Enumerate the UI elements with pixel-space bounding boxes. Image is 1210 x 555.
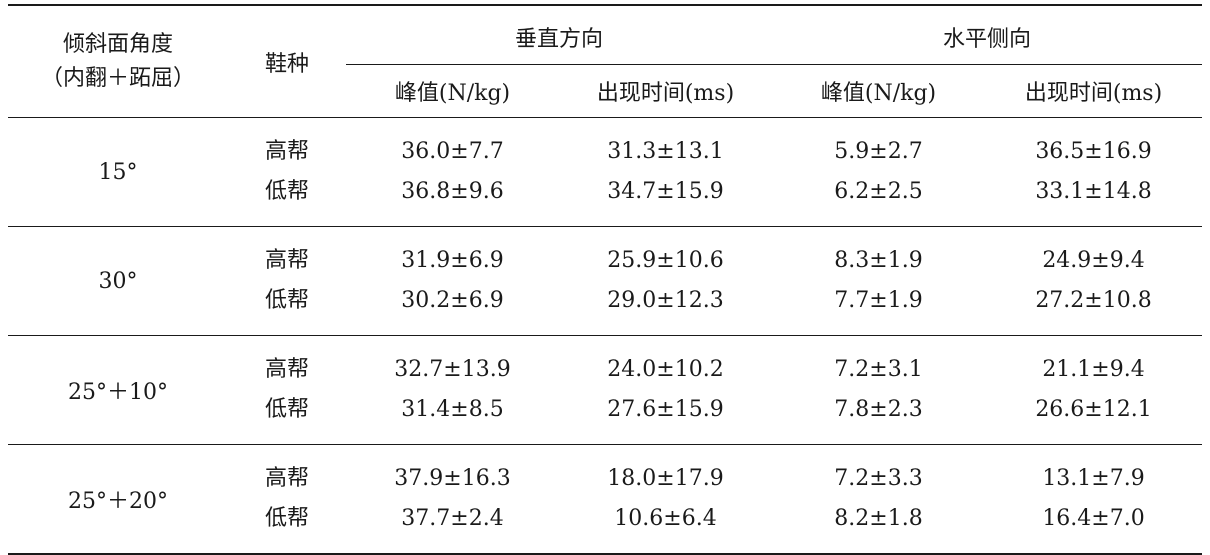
vertical-peak-cell: 37.9±16.3 37.7±2.4 (346, 445, 559, 555)
shoe-low: 低帮 (264, 397, 309, 422)
horizontal-peak-cell: 8.3±1.9 7.7±1.9 (772, 227, 985, 336)
angle-cell: 15° (98, 159, 138, 185)
value-low: 27.6±15.9 (607, 397, 724, 422)
header-angle-line1: 倾斜面角度 (62, 31, 173, 57)
angle-cell: 25°＋20° (68, 489, 168, 514)
vertical-time-cell: 18.0±17.9 10.6±6.4 (559, 445, 772, 555)
value-low: 6.2±2.5 (834, 179, 923, 204)
value-high: 8.3±1.9 (834, 248, 923, 273)
angle-cell: 30° (98, 268, 138, 294)
value-high: 21.1±9.4 (1042, 357, 1145, 382)
value-low: 29.0±12.3 (607, 288, 724, 313)
table-row: 25°＋20° 高帮 低帮 37.9±16.3 37.7±2.4 18.0±17… (8, 444, 1203, 555)
header-vertical-peak: 峰值(N/kg) (346, 64, 559, 118)
shoe-cell: 高帮 低帮 (228, 445, 346, 555)
value-high: 31.3±13.1 (607, 139, 724, 164)
vertical-peak-cell: 32.7±13.9 31.4±8.5 (346, 336, 559, 445)
value-low: 34.7±15.9 (607, 179, 724, 204)
value-low: 33.1±14.8 (1035, 179, 1152, 204)
vertical-time-cell: 24.0±10.2 27.6±15.9 (559, 336, 772, 445)
value-high: 13.1±7.9 (1042, 466, 1145, 491)
header-row-sub: 峰值(N/kg) 出现时间(ms) 峰值(N/kg) 出现时间(ms) (8, 64, 1203, 118)
value-low: 36.8±9.6 (401, 179, 504, 204)
shoe-high: 高帮 (264, 139, 309, 164)
vertical-time-cell: 25.9±10.6 29.0±12.3 (559, 227, 772, 336)
horizontal-peak-cell: 7.2±3.3 8.2±1.8 (772, 445, 985, 555)
horizontal-time-cell: 36.5±16.9 33.1±14.8 (985, 118, 1202, 227)
data-table-container: 倾斜面角度 （内翻＋跖屈） 鞋种 垂直方向 水平侧向 峰值(N/kg) 出现时间… (8, 4, 1203, 555)
value-high: 31.9±6.9 (401, 248, 504, 273)
horizontal-peak-cell: 5.9±2.7 6.2±2.5 (772, 118, 985, 227)
vertical-peak-cell: 36.0±7.7 36.8±9.6 (346, 118, 559, 227)
value-high: 32.7±13.9 (394, 357, 511, 382)
value-low: 10.6±6.4 (614, 506, 717, 531)
shoe-low: 低帮 (264, 506, 309, 531)
vertical-time-cell: 31.3±13.1 34.7±15.9 (559, 118, 772, 227)
shoe-cell: 高帮 低帮 (228, 336, 346, 445)
value-high: 5.9±2.7 (834, 139, 923, 164)
header-shoe: 鞋种 (228, 4, 346, 118)
value-high: 7.2±3.1 (834, 357, 923, 382)
shoe-high: 高帮 (264, 248, 309, 273)
horizontal-time-cell: 24.9±9.4 27.2±10.8 (985, 227, 1202, 336)
value-low: 37.7±2.4 (401, 506, 504, 531)
shoe-low: 低帮 (264, 288, 309, 313)
value-low: 30.2±6.9 (401, 288, 504, 313)
value-low: 26.6±12.1 (1035, 397, 1152, 422)
header-horizontal-peak: 峰值(N/kg) (772, 64, 986, 118)
shoe-high: 高帮 (264, 357, 309, 382)
horizontal-peak-cell: 7.2±3.1 7.8±2.3 (772, 336, 985, 445)
value-low: 31.4±8.5 (401, 397, 504, 422)
value-low: 27.2±10.8 (1035, 288, 1152, 313)
shoe-cell: 高帮 低帮 (228, 118, 346, 227)
table-row: 15° 高帮 低帮 36.0±7.7 36.8±9.6 31.3±13.1 34… (8, 117, 1203, 227)
value-low: 16.4±7.0 (1042, 506, 1145, 531)
value-low: 8.2±1.8 (834, 506, 923, 531)
header-horizontal: 水平侧向 (772, 4, 1203, 65)
shoe-cell: 高帮 低帮 (228, 227, 346, 336)
value-high: 36.5±16.9 (1035, 139, 1152, 164)
header-angle: 倾斜面角度 （内翻＋跖屈） (8, 4, 228, 118)
value-high: 24.9±9.4 (1042, 248, 1145, 273)
value-high: 36.0±7.7 (401, 139, 504, 164)
horizontal-time-cell: 21.1±9.4 26.6±12.1 (985, 336, 1202, 445)
value-high: 24.0±10.2 (607, 357, 724, 382)
value-high: 18.0±17.9 (607, 466, 724, 491)
shoe-low: 低帮 (264, 179, 309, 204)
value-low: 7.8±2.3 (834, 397, 923, 422)
data-table: 倾斜面角度 （内翻＋跖屈） 鞋种 垂直方向 水平侧向 峰值(N/kg) 出现时间… (8, 4, 1203, 555)
horizontal-time-cell: 13.1±7.9 16.4±7.0 (985, 445, 1202, 555)
table-row: 25°＋10° 高帮 低帮 32.7±13.9 31.4±8.5 24.0±10… (8, 335, 1203, 445)
header-row-top: 倾斜面角度 （内翻＋跖屈） 鞋种 垂直方向 水平侧向 (8, 4, 1203, 118)
header-vertical: 垂直方向 (346, 4, 773, 65)
header-horizontal-time: 出现时间(ms) (985, 64, 1203, 118)
shoe-high: 高帮 (264, 466, 309, 491)
table-row: 30° 高帮 低帮 31.9±6.9 30.2±6.9 25.9±10.6 29… (8, 226, 1203, 336)
value-high: 7.2±3.3 (834, 466, 923, 491)
header-vertical-time: 出现时间(ms) (559, 64, 773, 118)
value-low: 7.7±1.9 (834, 288, 923, 313)
angle-cell: 25°＋10° (68, 380, 168, 405)
vertical-peak-cell: 31.9±6.9 30.2±6.9 (346, 227, 559, 336)
header-angle-line2: （内翻＋跖屈） (40, 65, 195, 91)
value-high: 25.9±10.6 (607, 248, 724, 273)
value-high: 37.9±16.3 (394, 466, 511, 491)
